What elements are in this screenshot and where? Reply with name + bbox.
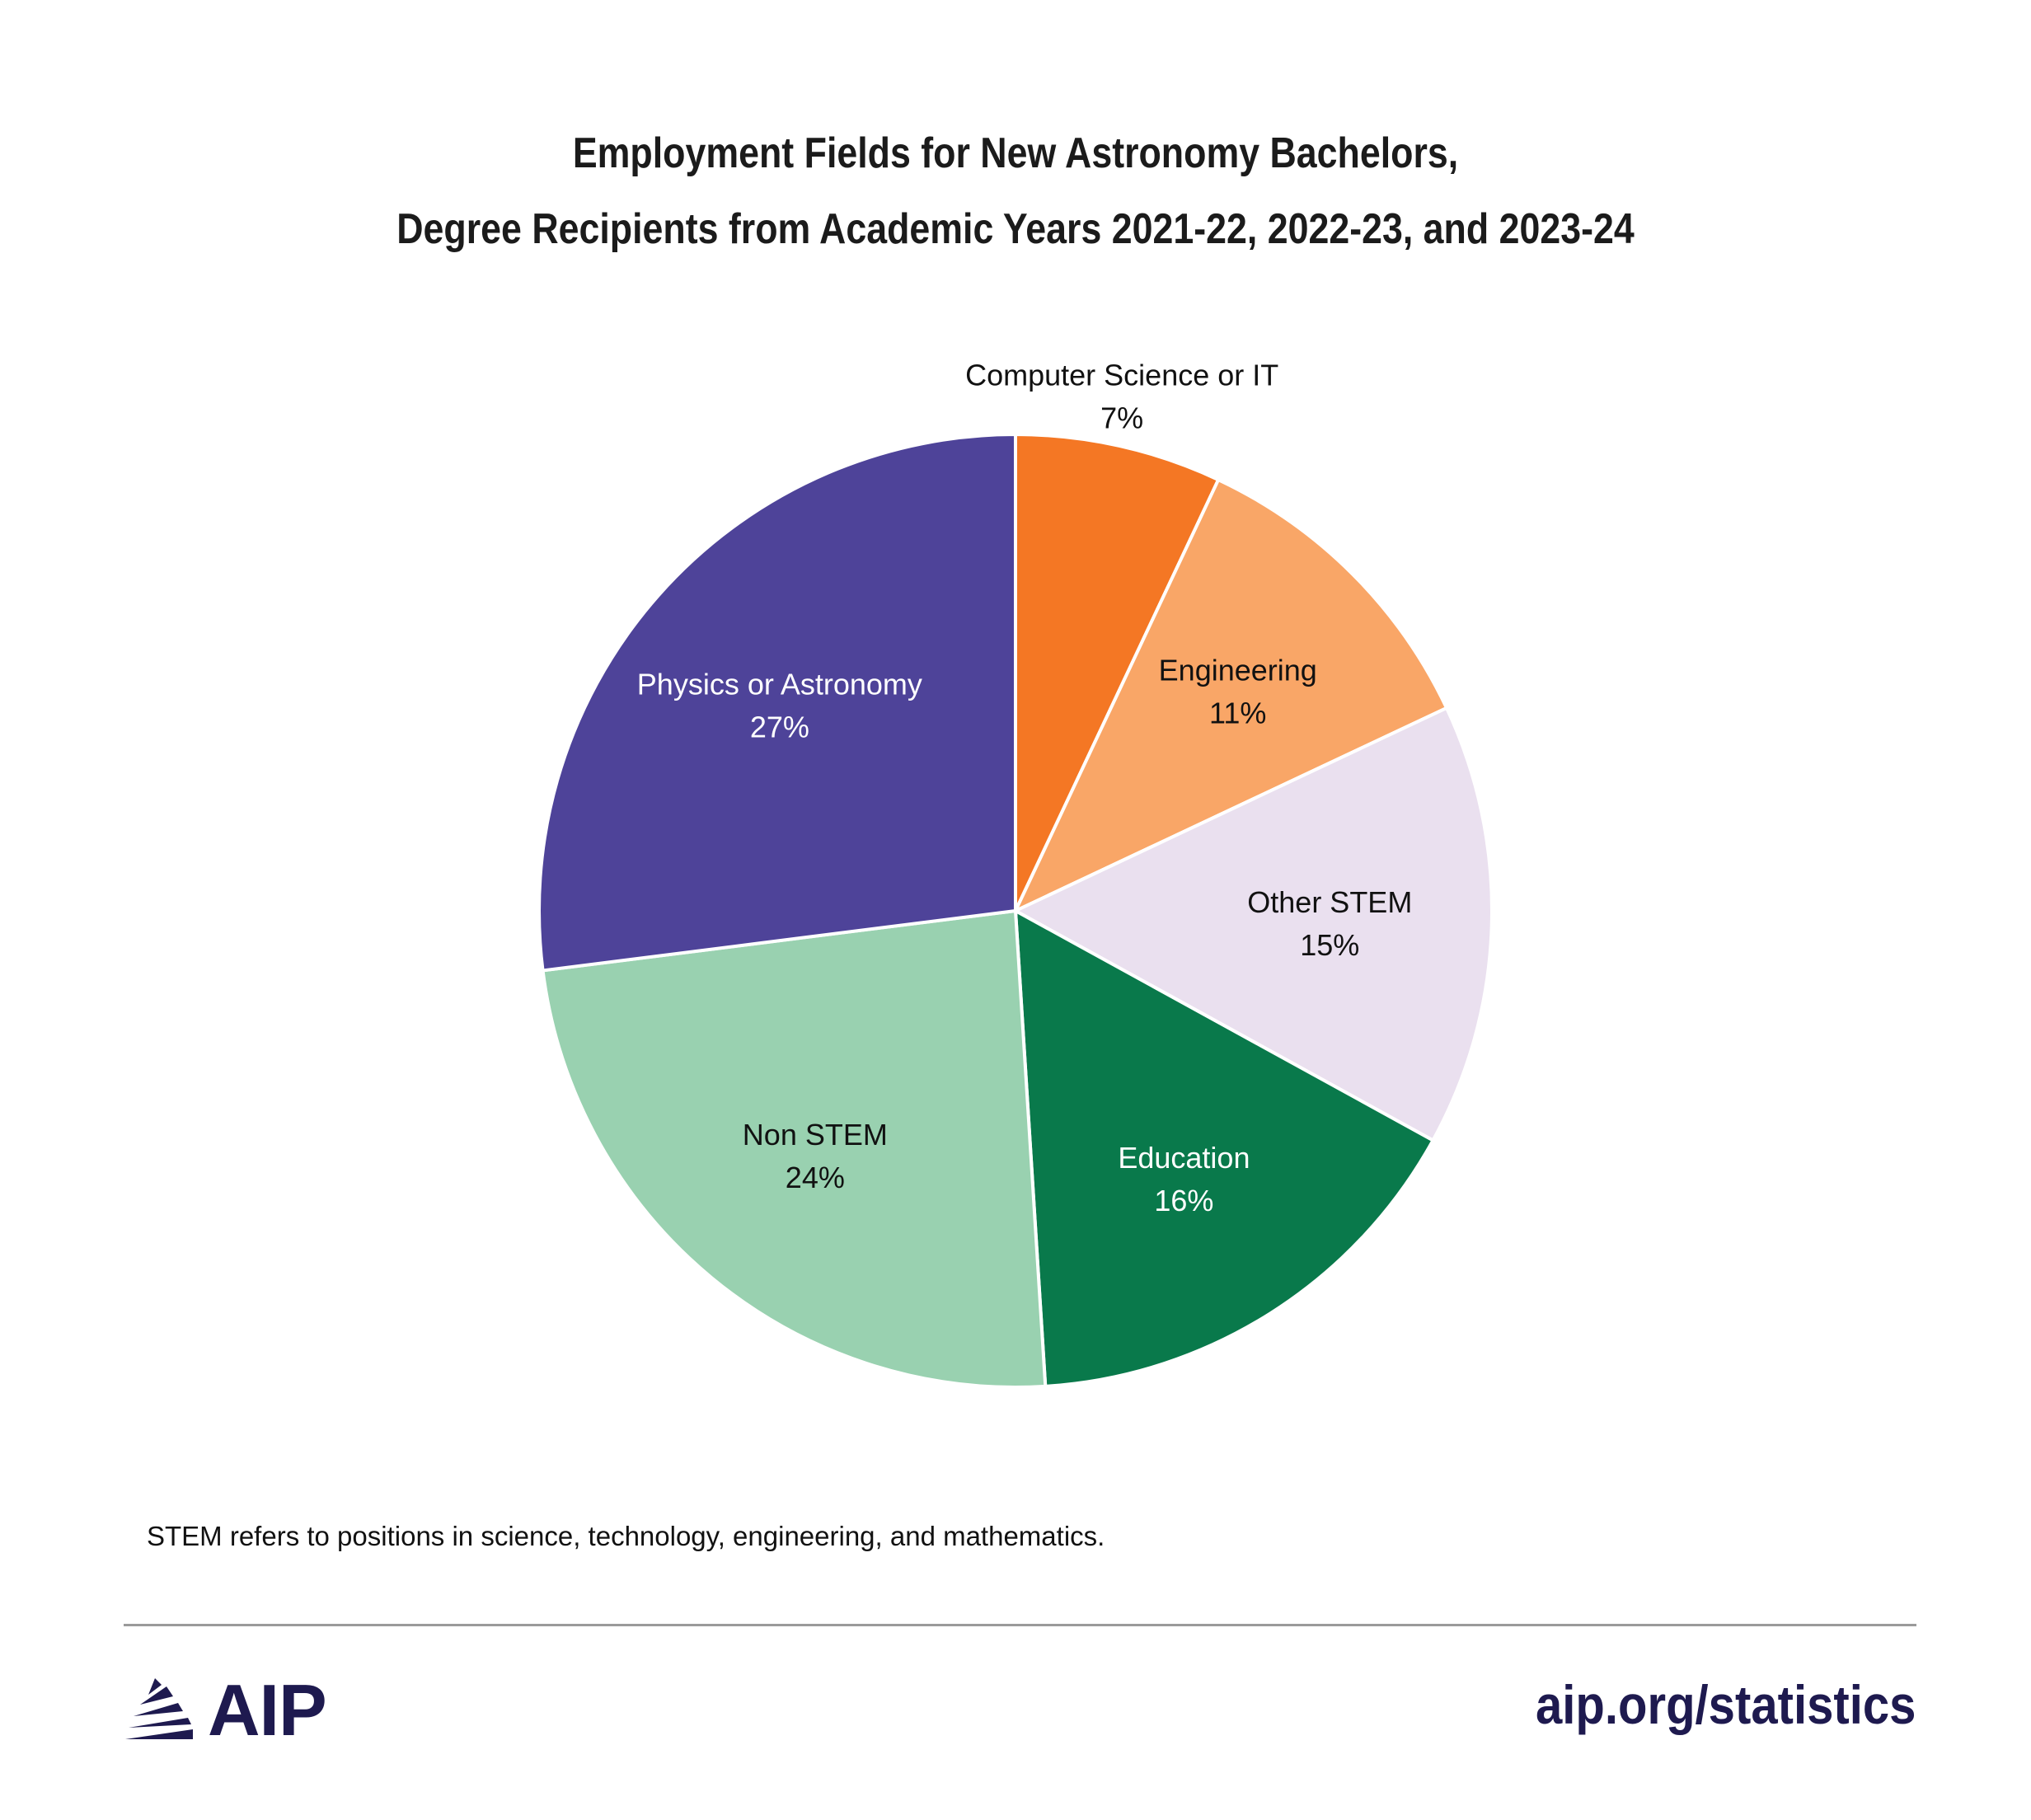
chart-subtitle: Degree Recipients from Academic Years 20… (396, 205, 1635, 253)
divider (124, 1624, 1916, 1626)
footnote: STEM refers to positions in science, tec… (147, 1521, 1105, 1551)
pie-slice-physics-or-astronomy (537, 432, 1017, 973)
aip-logo-icon (125, 1678, 193, 1739)
pie-slice-engineering (1011, 477, 1449, 915)
slice-value-other-stem: 15% (1300, 928, 1359, 962)
chart-title-block: Employment Fields for New Astronomy Bach… (142, 115, 1888, 267)
pie-labels: Computer Science or IT 7% Engineering 11% Ot… (637, 358, 1413, 1217)
slice-label-computer-science-or-it: Computer Science or IT (965, 358, 1278, 392)
slice-label-non-stem: Non STEM (743, 1118, 888, 1152)
aip-logo: AIP (124, 1669, 327, 1752)
slice-label-physics-or-astronomy: Physics or Astronomy (637, 668, 922, 701)
slice-value-education: 16% (1154, 1184, 1213, 1217)
chart-title: Employment Fields for New Astronomy Bach… (572, 129, 1459, 177)
slice-label-engineering: Engineering (1159, 653, 1317, 687)
slice-label-other-stem: Other STEM (1247, 885, 1412, 919)
pie-slice-education (1013, 908, 1436, 1388)
aip-logo-text: AIP (208, 1669, 327, 1751)
slice-label-education: Education (1118, 1141, 1250, 1175)
slice-value-computer-science-or-it: 7% (1100, 401, 1143, 434)
statistics-url[interactable]: aip.org/statistics (1535, 1674, 1916, 1735)
pie-chart: Computer Science or IT 7% Engineering 11% Ot… (537, 358, 1494, 1389)
pie-slice-non-stem (541, 908, 1048, 1389)
pie-slice-computer-science-or-it (1014, 432, 1221, 912)
slice-value-non-stem: 24% (786, 1161, 845, 1194)
slice-value-engineering: 11% (1209, 696, 1266, 729)
pie-slices (537, 432, 1494, 1389)
slice-value-physics-or-astronomy: 27% (750, 711, 809, 744)
pie-slice-other-stem (1011, 706, 1494, 1143)
